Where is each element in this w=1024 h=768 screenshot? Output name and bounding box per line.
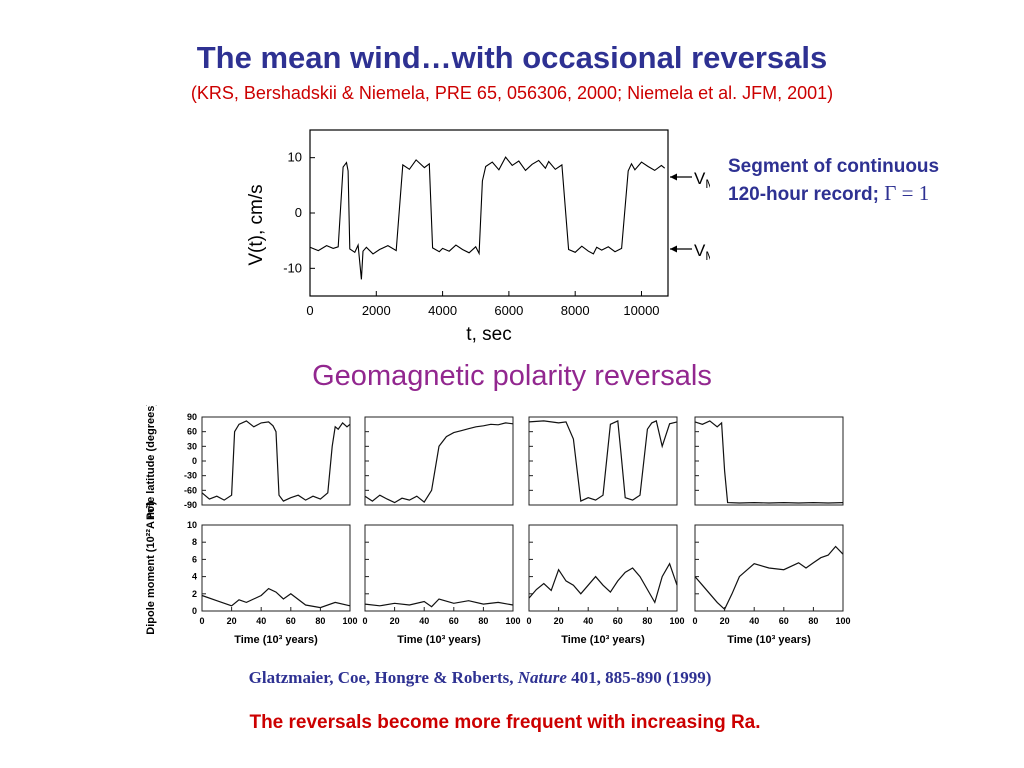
pole-ytick-label: 0 xyxy=(192,456,197,466)
conclusion-text: The reversals become more frequent with … xyxy=(249,712,761,733)
dipole-moment-series xyxy=(694,545,844,611)
pole-ytick-label: 90 xyxy=(187,412,197,422)
dipole-xtick-label: 20 xyxy=(720,616,730,626)
dipole-xtick-label: 60 xyxy=(613,616,623,626)
side-note: Segment of continuous 120-hour record; Γ… xyxy=(728,154,939,208)
dipole-xtick-label: 80 xyxy=(642,616,652,626)
dipole-moment-panel xyxy=(528,524,678,612)
velocity-plot-frame xyxy=(309,129,669,297)
dipole-xtick-label: 100 xyxy=(669,616,684,626)
dipole-xtick-label: 80 xyxy=(315,616,325,626)
dipole-xtick-label: 20 xyxy=(554,616,564,626)
velocity-xtick-label: 6000 xyxy=(494,303,523,318)
aspect-ratio-symbol: Γ = 1 xyxy=(884,181,930,205)
slide-title: The mean wind…with occasional reversals xyxy=(196,40,828,75)
velocity-xtick-label: 4000 xyxy=(428,303,457,318)
dipole-xlabel: Time (10³ years) xyxy=(727,634,811,646)
dipole-xtick-label: 20 xyxy=(227,616,237,626)
dipole-moment-panel xyxy=(201,524,351,612)
dipole-ytick-label: 8 xyxy=(192,537,197,547)
dipole-ytick-label: 6 xyxy=(192,554,197,564)
pole-latitude-panel xyxy=(694,416,844,506)
pole-ytick-label: -60 xyxy=(184,485,197,495)
dipole-xtick-label: 0 xyxy=(692,616,697,626)
dipole-xtick-label: 0 xyxy=(199,616,204,626)
pole-latitude-panel xyxy=(364,416,514,506)
side-note-line2: 120-hour record; xyxy=(728,184,885,205)
citation-details: 401, 885-890 (1999) xyxy=(566,668,712,687)
pole-latitude-series xyxy=(201,420,351,502)
dipole-xlabel: Time (10³ years) xyxy=(234,634,318,646)
velocity-xtick-label: 0 xyxy=(306,303,313,318)
pole-ytick-label: -30 xyxy=(184,471,197,481)
mean-velocity-label: VM xyxy=(694,169,710,191)
mean-velocity-label: VM xyxy=(694,241,710,263)
dipole-xtick-label: 40 xyxy=(749,616,759,626)
dipole-xtick-label: 80 xyxy=(478,616,488,626)
pole-latitude-ylabel: Pole latitude (degrees) xyxy=(145,405,157,520)
dipole-xtick-label: 100 xyxy=(342,616,357,626)
dipole-moment-panel xyxy=(694,524,844,612)
dipole-xtick-label: 60 xyxy=(286,616,296,626)
dipole-xtick-label: 100 xyxy=(505,616,520,626)
velocity-ytick-label: -10 xyxy=(283,260,302,275)
mean-velocity-arrowhead xyxy=(670,173,677,181)
velocity-ytick-label: 0 xyxy=(295,205,302,220)
dipole-xlabel: Time (10³ years) xyxy=(397,634,481,646)
citation-authors: Glatzmaier, Coe, Hongre & Roberts, xyxy=(248,668,518,687)
dipole-xtick-label: 100 xyxy=(835,616,850,626)
dipole-moment-series xyxy=(528,562,678,604)
dipole-xtick-label: 0 xyxy=(362,616,367,626)
dipole-xtick-label: 40 xyxy=(583,616,593,626)
pole-ytick-label: 30 xyxy=(187,441,197,451)
dipole-xtick-label: 60 xyxy=(779,616,789,626)
velocity-xlabel: t, sec xyxy=(466,324,511,345)
velocity-xtick-label: 2000 xyxy=(362,303,391,318)
pole-latitude-series xyxy=(364,422,514,504)
velocity-ytick-label: 10 xyxy=(288,150,302,165)
pole-ytick-label: 60 xyxy=(187,427,197,437)
side-note-line1: Segment of continuous xyxy=(728,156,940,177)
pole-latitude-series xyxy=(694,420,844,504)
dipole-xtick-label: 20 xyxy=(390,616,400,626)
mean-velocity-arrowhead xyxy=(670,245,677,253)
dipole-xtick-label: 60 xyxy=(449,616,459,626)
pole-latitude-series xyxy=(528,420,678,502)
dipole-moment-series xyxy=(364,598,514,608)
mean-velocity-subscript: M xyxy=(705,249,710,263)
dipole-xlabel: Time (10³ years) xyxy=(561,634,645,646)
velocity-series-line xyxy=(309,156,666,280)
dipole-xtick-label: 40 xyxy=(256,616,266,626)
geomagnetic-title: Geomagnetic polarity reversals xyxy=(312,360,712,392)
dipole-moment-series xyxy=(201,587,351,609)
mean-velocity-subscript: M xyxy=(705,177,710,191)
dipole-ytick-label: 10 xyxy=(187,520,197,530)
velocity-xtick-label: 8000 xyxy=(561,303,590,318)
dipole-moment-ylabel: Dipole moment (10²²A m²) xyxy=(145,501,157,635)
citation-journal: Nature xyxy=(517,668,567,687)
velocity-xtick-label: 10000 xyxy=(623,303,659,318)
velocity-ylabel: V(t), cm/s xyxy=(246,184,267,265)
dipole-xtick-label: 40 xyxy=(419,616,429,626)
slide-subtitle: (KRS, Bershadskii & Niemela, PRE 65, 056… xyxy=(190,83,834,103)
citation: Glatzmaier, Coe, Hongre & Roberts, Natur… xyxy=(0,668,960,688)
pole-ytick-label: -90 xyxy=(184,500,197,510)
geomagnetic-figure: Pole latitude (degrees)Dipole moment (10… xyxy=(145,405,851,646)
dipole-ytick-label: 2 xyxy=(192,589,197,599)
dipole-moment-panel xyxy=(364,524,514,612)
dipole-xtick-label: 0 xyxy=(526,616,531,626)
dipole-ytick-label: 4 xyxy=(192,572,197,582)
dipole-xtick-label: 80 xyxy=(808,616,818,626)
dipole-ytick-label: 0 xyxy=(192,606,197,616)
